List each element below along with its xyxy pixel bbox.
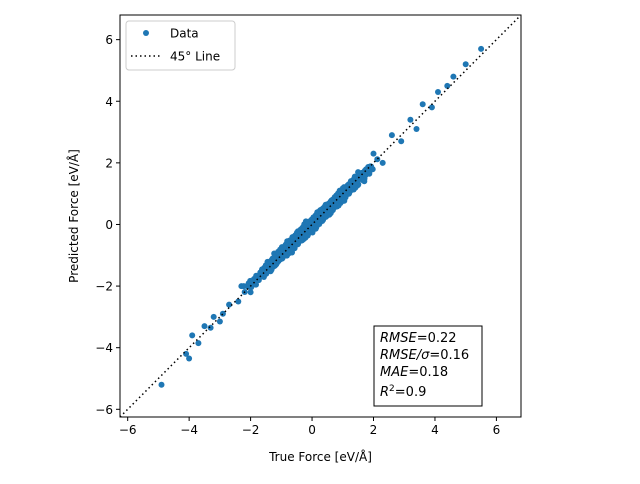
data-point xyxy=(226,301,233,308)
data-point xyxy=(374,156,381,163)
x-tick-label: −4 xyxy=(180,423,198,437)
x-tick-label: 4 xyxy=(431,423,439,437)
data-point xyxy=(325,207,332,213)
y-tick-label: −2 xyxy=(95,280,113,294)
metric-r2: R2=0.9 xyxy=(380,384,426,400)
legend: Data 45° Line xyxy=(125,20,236,71)
y-tick-label: −6 xyxy=(95,403,113,417)
y-axis-ticks: −6 −4 −2 0 2 4 6 xyxy=(95,33,120,417)
y-tick-label: 4 xyxy=(105,95,113,109)
x-tick-label: −6 xyxy=(119,423,137,437)
data-point xyxy=(327,200,334,207)
data-point xyxy=(352,180,359,186)
data-point xyxy=(413,126,420,132)
legend-data-label: Data xyxy=(170,27,199,41)
data-point xyxy=(158,381,165,388)
data-point xyxy=(259,269,266,276)
data-point xyxy=(444,82,451,89)
data-point xyxy=(398,138,405,145)
data-point xyxy=(195,340,202,347)
data-point xyxy=(462,61,469,68)
data-point xyxy=(379,159,386,166)
y-tick-label: 0 xyxy=(105,218,113,232)
metric-rmse: RMSE=0.22 xyxy=(380,331,457,346)
data-point xyxy=(189,332,196,339)
legend-line-label: 45° Line xyxy=(170,50,220,64)
plot-frame xyxy=(119,14,522,418)
data-point xyxy=(435,89,441,95)
x-axis-ticks: −6 −4 −2 0 2 4 6 xyxy=(119,417,500,437)
x-tick-label: −2 xyxy=(242,423,260,437)
y-tick-label: 2 xyxy=(105,156,113,170)
data-point xyxy=(245,280,252,287)
data-point xyxy=(271,257,278,263)
legend-box xyxy=(125,20,236,71)
metrics-box-frame xyxy=(373,325,483,407)
data-point xyxy=(216,318,223,325)
data-point xyxy=(370,150,377,157)
data-point xyxy=(419,101,426,108)
x-tick-label: 2 xyxy=(370,423,378,437)
data-point xyxy=(186,355,193,362)
data-point xyxy=(388,132,395,139)
data-point xyxy=(235,298,242,305)
data-point xyxy=(298,230,305,237)
metrics-box: RMSE=0.22 RMSE/σ=0.16 MAE=0.18 R2=0.9 xyxy=(373,325,483,407)
data-point xyxy=(314,218,321,224)
data-point xyxy=(262,262,269,269)
data-point xyxy=(362,172,369,179)
y-tick-label: 6 xyxy=(105,33,113,47)
metric-mae: MAE=0.18 xyxy=(380,365,448,380)
data-point xyxy=(240,283,247,290)
data-point xyxy=(247,289,254,296)
data-point xyxy=(450,73,457,80)
y-axis-label: Predicted Force [eV/Å] xyxy=(66,149,81,283)
data-point xyxy=(252,279,259,285)
data-point xyxy=(219,310,226,317)
data-point xyxy=(478,45,485,52)
data-point xyxy=(207,324,214,331)
data-point xyxy=(407,116,414,123)
legend-data-marker xyxy=(143,30,149,36)
data-point xyxy=(344,188,351,195)
data-point xyxy=(276,251,283,258)
data-point xyxy=(335,196,342,203)
reference-line-45 xyxy=(119,14,522,418)
data-point xyxy=(277,246,284,253)
data-point xyxy=(428,104,435,111)
data-point xyxy=(308,223,315,230)
data-point xyxy=(201,323,208,330)
data-point xyxy=(210,313,217,320)
x-tick-label: 6 xyxy=(493,423,501,437)
y-tick-label: −4 xyxy=(95,341,113,355)
data-point xyxy=(260,274,267,280)
data-point xyxy=(356,171,363,178)
metric-rmse-sigma: RMSE/σ=0.16 xyxy=(380,348,469,363)
x-axis-label: True Force [eV/Å] xyxy=(268,449,372,464)
data-point xyxy=(287,247,294,253)
x-tick-label: 0 xyxy=(308,423,316,437)
